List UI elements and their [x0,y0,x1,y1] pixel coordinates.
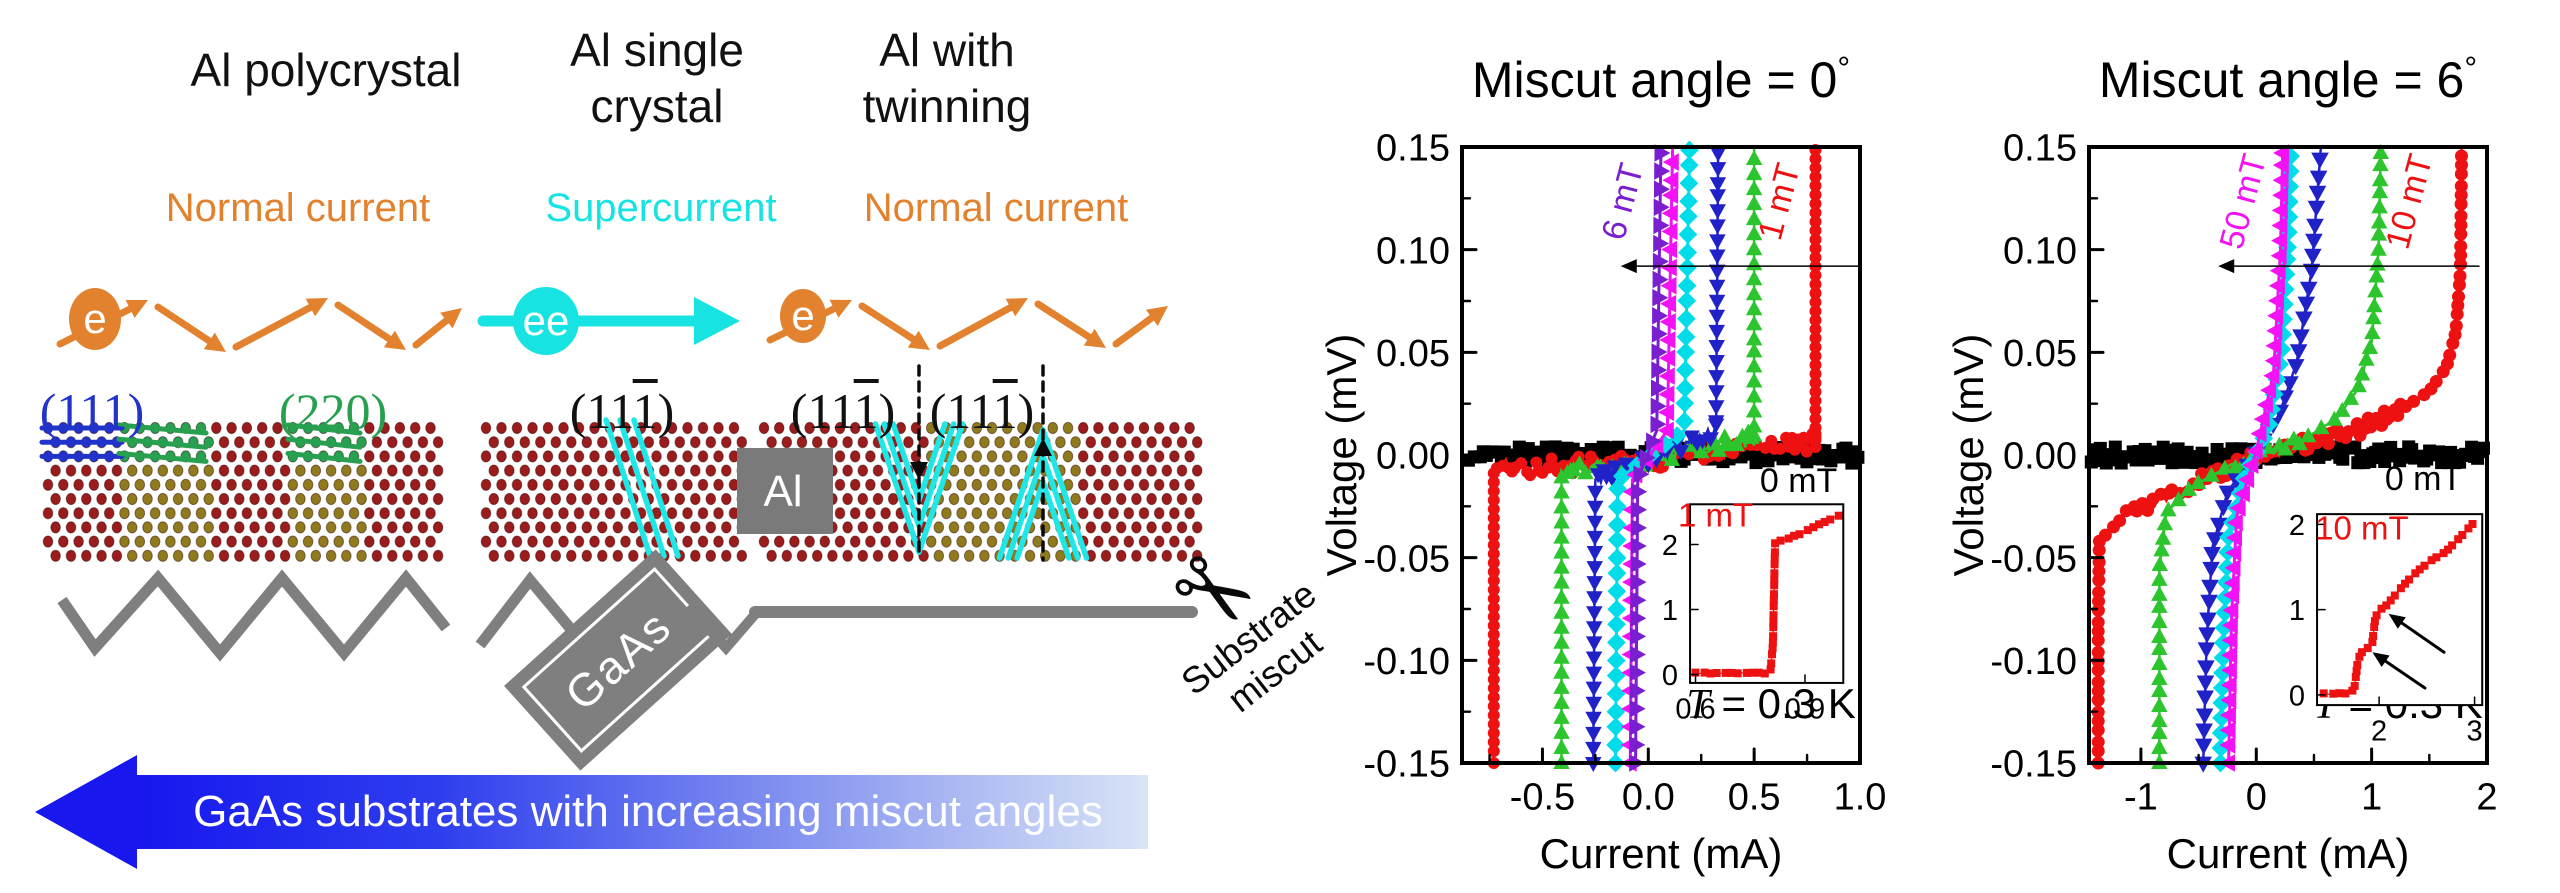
svg-text:Voltage (mV): Voltage (mV) [1945,334,1992,577]
svg-text:0.15: 0.15 [1376,128,1450,170]
svg-text:0.05: 0.05 [1376,333,1450,375]
chart-miscut-6-inset: 2 3 0 1 2 10 mT [2289,510,2484,747]
miscut-gradient-bar [135,775,1148,849]
svg-text:-0.05: -0.05 [1363,538,1450,580]
svg-text:0.00: 0.00 [1376,436,1450,478]
svg-text:0 mT: 0 mT [2385,460,2462,498]
svg-text:1: 1 [1662,595,1678,627]
electron-label: e [83,295,107,342]
svg-text:-0.10: -0.10 [1363,641,1450,683]
electron-label-2: e [791,292,815,339]
plane-label-220: (220) [278,383,388,439]
svg-text:-0.15: -0.15 [1363,744,1450,786]
svg-text:0.05: 0.05 [2003,333,2077,375]
svg-text:0.00: 0.00 [2003,436,2077,478]
panel-title-line: Al polycrystal [190,44,462,96]
svg-text:Miscut angle = 6°: Miscut angle = 6° [2099,50,2477,108]
svg-text:0.10: 0.10 [1376,230,1450,272]
svg-text:Current (mA): Current (mA) [1540,830,1783,877]
panel-title-twinning: Al with twinning [863,22,1032,134]
chart-miscut-0-inset: 0.6 0.9 0 1 21 mT [1662,496,1845,725]
normal-current-label-1: Normal current [165,186,431,230]
normal-current-label-2: Normal current [863,186,1129,230]
svg-text:10 mT: 10 mT [2315,510,2409,547]
gaas-block [504,549,732,771]
svg-text:0.15: 0.15 [2003,128,2077,170]
panel-title-single-crystal: Al single crystal [570,22,744,134]
svg-text:1: 1 [2361,776,2382,818]
plane-label-twin-left: (111) [791,379,895,440]
panel-title-polycrystal: Al polycrystal [191,42,462,98]
panel-title-line: Al with [879,24,1015,76]
electron-pair-label: ee [522,297,570,344]
al-film-label: Al [763,467,803,516]
svg-text:2: 2 [2476,776,2497,818]
svg-text:0: 0 [2246,776,2267,818]
svg-text:0: 0 [1662,660,1678,692]
panel-title-line: twinning [862,80,1032,132]
svg-text:0.5: 0.5 [1728,776,1781,818]
svg-text:-0.5: -0.5 [1510,776,1575,818]
svg-text:-0.15: -0.15 [1990,744,2077,786]
svg-text:Current (mA): Current (mA) [2167,830,2410,877]
svg-text:-0.05: -0.05 [1990,538,2077,580]
svg-text:Miscut angle = 0°: Miscut angle = 0° [1472,50,1850,108]
svg-text:0.0: 0.0 [1622,776,1675,818]
panel-title-line: Al single [570,24,744,76]
svg-text:Voltage (mV): Voltage (mV) [1318,334,1365,577]
svg-text:0 mT: 0 mT [1760,462,1837,500]
svg-text:-0.10: -0.10 [1990,641,2077,683]
svg-text:0: 0 [2289,680,2305,712]
left-arrow-icon [35,755,137,869]
svg-text:2: 2 [1662,530,1678,562]
plane-label-111: (111) [39,383,145,439]
svg-text:3: 3 [2467,715,2483,747]
svg-text:1.0: 1.0 [1834,776,1887,818]
svg-text:0.6: 0.6 [1675,693,1715,725]
svg-text:0.9: 0.9 [1785,693,1825,725]
svg-text:T = 0.3 K: T = 0.3 K [1686,680,1855,728]
chart-miscut-0: -0.5 0.0 0.5 1.0 0.15 0.10 0.05 0.00 -0.05 -0.10 -… [1318,50,1886,877]
plane-label-11-1bar: (111) [570,379,674,440]
svg-text:-1: -1 [2124,776,2158,818]
svg-text:2: 2 [2371,715,2387,747]
svg-text:0.10: 0.10 [2003,230,2077,272]
svg-text:1 mT: 1 mT [1678,496,1753,533]
plane-label-twin-right: (111) [930,379,1034,440]
schematic-diagram [39,287,1203,771]
svg-text:2: 2 [2289,510,2305,542]
miscut-arrow-text: GaAs substrates with increasing miscut a… [193,787,1103,836]
supercurrent-label: Supercurrent [545,186,777,230]
al-film-block [737,448,833,534]
svg-text:1: 1 [2289,595,2305,627]
panel-title-line: crystal [590,80,724,132]
